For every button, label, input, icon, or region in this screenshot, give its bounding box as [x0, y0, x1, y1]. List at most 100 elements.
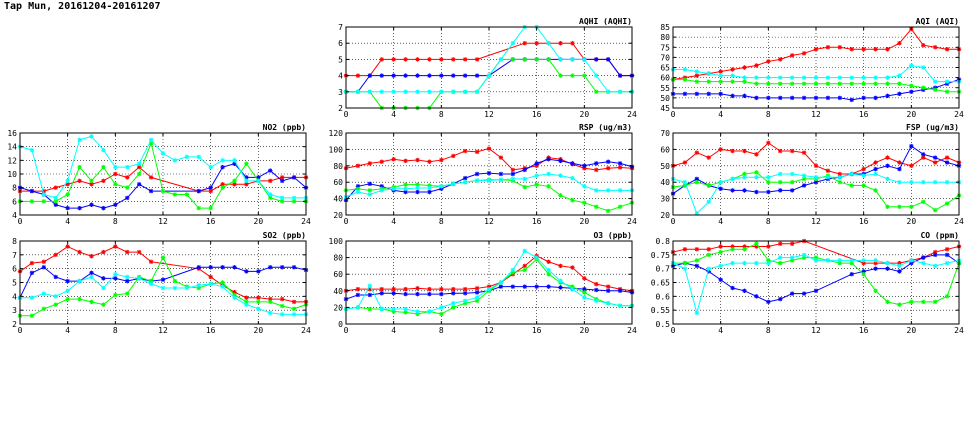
data-point-red — [742, 148, 747, 154]
data-point-cyan — [813, 75, 819, 80]
y-tick-label: 50 — [660, 162, 670, 171]
data-point-green — [921, 199, 926, 205]
data-point-green — [885, 204, 890, 209]
data-point-blue — [65, 205, 70, 211]
data-point-red — [546, 259, 551, 264]
data-point-red — [825, 168, 831, 173]
data-point-cyan — [355, 89, 361, 94]
data-point-green — [125, 291, 130, 296]
data-point-cyan — [451, 89, 456, 94]
x-tick-label: 0 — [344, 110, 349, 119]
data-point-green — [65, 192, 70, 197]
data-point-red — [451, 57, 456, 62]
data-point-red — [41, 259, 47, 264]
y-tick-label: 4 — [12, 292, 17, 301]
data-point-blue — [208, 265, 213, 270]
data-point-blue — [742, 188, 747, 193]
data-point-blue — [789, 95, 795, 101]
data-point-cyan — [89, 274, 94, 280]
data-point-cyan — [813, 175, 819, 180]
x-tick-label: 4 — [391, 110, 396, 119]
data-point-cyan — [415, 89, 420, 94]
y-tick-label: 2 — [338, 104, 343, 113]
data-point-blue — [367, 181, 373, 187]
data-point-blue — [718, 277, 723, 282]
data-point-red — [558, 41, 563, 46]
data-point-blue — [415, 73, 420, 78]
y-tick-label: 120 — [329, 129, 344, 138]
data-point-cyan — [754, 260, 759, 266]
data-point-red — [136, 164, 142, 170]
data-point-red — [730, 148, 735, 154]
data-point-cyan — [522, 248, 527, 254]
y-tick-label: 0 — [338, 320, 343, 329]
data-point-green — [730, 79, 735, 84]
data-point-green — [694, 79, 700, 84]
data-point-blue — [220, 265, 225, 270]
data-point-blue — [932, 252, 938, 258]
data-point-red — [682, 160, 688, 165]
data-point-green — [208, 205, 213, 211]
data-point-red — [861, 47, 866, 52]
data-point-red — [486, 146, 492, 151]
data-point-red — [873, 47, 878, 52]
data-point-cyan — [29, 147, 35, 153]
data-point-green — [279, 303, 285, 309]
x-tick-label: 20 — [580, 217, 590, 226]
data-point-blue — [355, 292, 361, 298]
data-point-red — [718, 244, 723, 249]
data-point-green — [706, 252, 711, 258]
x-tick-label: 16 — [859, 217, 869, 226]
data-point-blue — [160, 277, 166, 282]
data-point-cyan — [268, 310, 273, 316]
data-point-cyan — [873, 171, 878, 177]
data-point-green — [522, 267, 527, 273]
data-point-cyan — [766, 175, 771, 180]
y-tick-label: 5 — [12, 279, 17, 288]
data-point-cyan — [897, 180, 902, 185]
data-point-cyan — [849, 171, 854, 177]
y-tick-label: 0.55 — [651, 306, 670, 315]
data-point-cyan — [861, 173, 866, 178]
data-point-green — [474, 298, 480, 303]
data-point-red — [427, 57, 432, 62]
data-point-green — [53, 199, 58, 204]
y-tick-label: 60 — [333, 178, 343, 187]
data-point-green — [89, 299, 94, 305]
data-point-cyan — [510, 267, 516, 273]
data-point-blue — [778, 296, 783, 302]
data-point-blue — [909, 143, 914, 149]
x-tick-label: 8 — [113, 326, 118, 335]
y-tick-label: 20 — [333, 211, 343, 220]
data-point-red — [789, 241, 795, 246]
x-tick-label: 20 — [907, 217, 917, 226]
data-point-cyan — [778, 255, 783, 260]
data-point-cyan — [101, 147, 106, 153]
data-point-green — [279, 199, 285, 204]
data-point-red — [427, 159, 432, 164]
data-point-cyan — [451, 301, 456, 306]
data-point-green — [682, 77, 688, 82]
data-point-green — [742, 247, 747, 252]
y-tick-label: 40 — [333, 195, 343, 204]
data-point-red — [65, 182, 70, 187]
y-tick-label: 16 — [7, 129, 17, 138]
x-tick-label: 24 — [954, 326, 964, 335]
data-point-cyan — [742, 75, 747, 80]
data-point-cyan — [932, 180, 938, 185]
data-point-blue — [451, 73, 456, 78]
data-point-cyan — [172, 158, 178, 163]
data-point-cyan — [41, 192, 47, 197]
data-point-green — [594, 204, 599, 209]
y-tick-label: 14 — [7, 143, 17, 152]
data-point-blue — [944, 252, 950, 258]
data-point-cyan — [379, 306, 384, 312]
y-tick-label: 7 — [12, 251, 17, 260]
chart-rsp: 0 4 8 12 16 20 24 20 40 60 80 100 120 RSP (ug/m3) — [329, 123, 637, 226]
data-point-green — [41, 199, 47, 204]
data-point-red — [873, 160, 878, 165]
data-point-blue — [617, 73, 623, 78]
data-point-cyan — [534, 255, 539, 260]
data-point-cyan — [909, 258, 914, 263]
data-point-cyan — [208, 281, 213, 287]
